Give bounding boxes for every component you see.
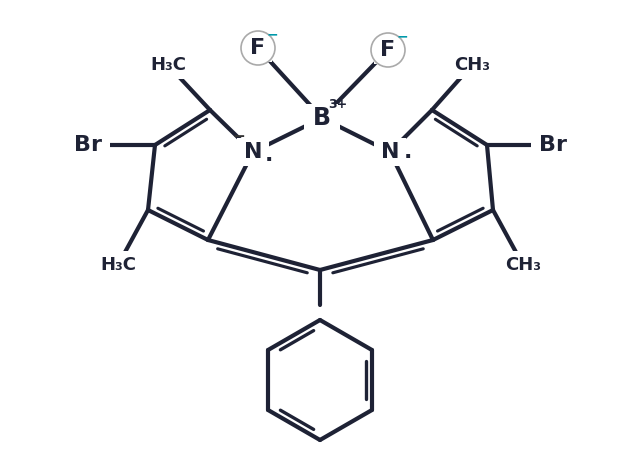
Text: CH₃: CH₃ [454, 56, 490, 74]
Text: ·: · [265, 150, 273, 170]
Bar [138, 51, 198, 79]
Bar [237, 138, 269, 166]
Bar [442, 51, 502, 79]
Bar [66, 131, 110, 159]
Bar [244, 34, 272, 62]
Text: ·: · [404, 147, 412, 167]
Text: N: N [244, 142, 262, 162]
Text: F: F [250, 38, 266, 58]
Text: F: F [380, 40, 396, 60]
Bar [531, 131, 575, 159]
Text: Br: Br [74, 135, 102, 155]
Text: H₃C: H₃C [150, 56, 186, 74]
Text: −: − [266, 27, 278, 41]
Text: −: − [232, 128, 245, 143]
Text: N: N [381, 142, 399, 162]
Text: H₃C: H₃C [100, 256, 136, 274]
Text: −: − [396, 29, 408, 43]
Text: 3+: 3+ [328, 97, 348, 110]
Bar [88, 251, 148, 279]
Bar [493, 251, 553, 279]
Text: CH₃: CH₃ [505, 256, 541, 274]
Bar [304, 104, 340, 132]
Bar [374, 138, 406, 166]
Bar [374, 36, 402, 64]
Text: Br: Br [539, 135, 567, 155]
Text: B: B [313, 106, 331, 130]
